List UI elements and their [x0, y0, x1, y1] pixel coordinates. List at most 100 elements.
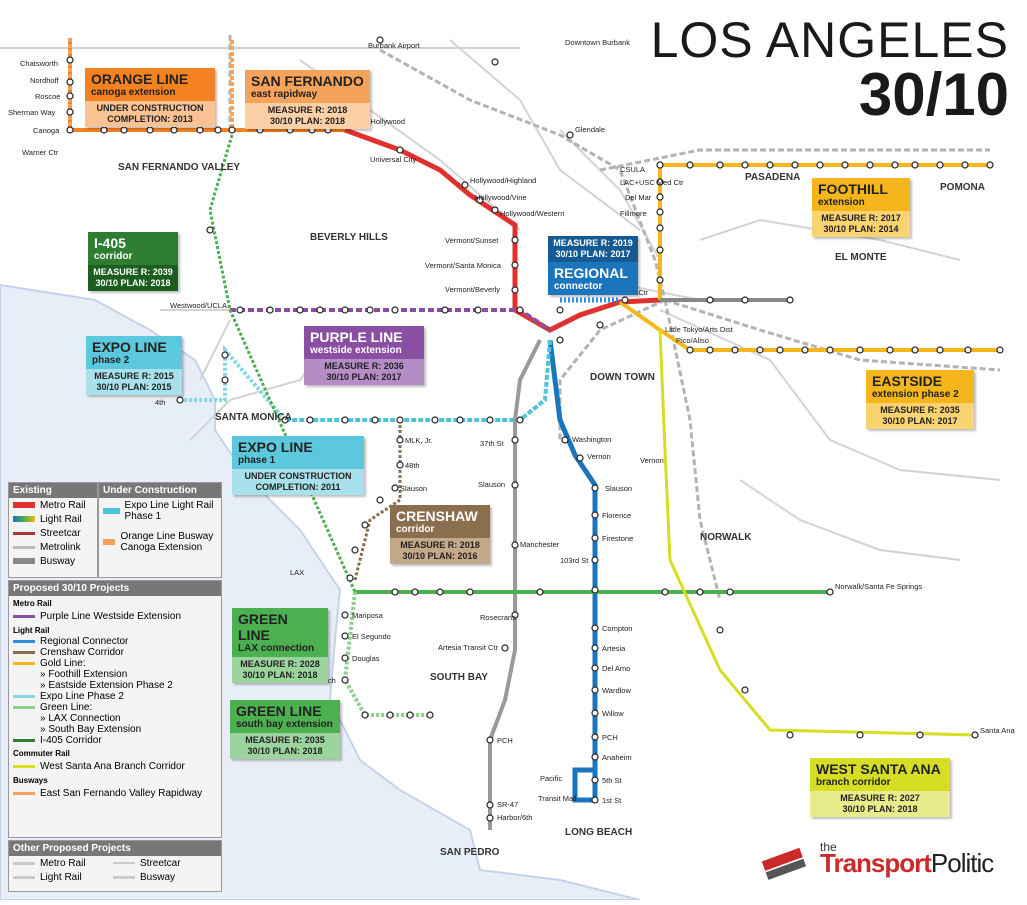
- callout-title: EXPO LINE: [238, 439, 313, 455]
- legend-item: » Eastside Extension Phase 2: [9, 680, 221, 691]
- blue-line: [547, 339, 598, 803]
- legend-label: Metro Rail: [40, 499, 86, 511]
- callout-title: GREEN LINE: [236, 703, 322, 719]
- legend-swatch: [13, 716, 35, 722]
- legend-swatch: [13, 727, 35, 733]
- callout-m2: 30/10 PLAN: 2017: [555, 249, 631, 259]
- station-label: Slauson: [605, 484, 632, 493]
- callout-m2: 30/10 PLAN: 2018: [842, 804, 918, 814]
- station-label: 103rd St: [560, 556, 589, 565]
- logo-brand: TransportPolitic: [820, 848, 994, 879]
- callout-subtitle: branch corridor: [816, 777, 891, 788]
- title-line1: LOS ANGELES: [650, 12, 1009, 68]
- callout-measure: MEASURE R: 2028 30/10 PLAN: 2018: [232, 657, 328, 683]
- legend-item: » Foothill Extension: [9, 669, 221, 680]
- legend-item: Expo Line Light Rail Phase 1: [99, 498, 221, 524]
- legend-item: Metro Rail: [9, 856, 109, 870]
- legend-item: Streetcar: [109, 856, 209, 870]
- callout-subtitle: westside extension: [310, 345, 402, 356]
- region-san-fernando: SAN FERNANDO VALLEY: [118, 162, 240, 173]
- legend-swatch: [13, 695, 35, 698]
- legend-other-grid: Metro Rail Streetcar Light Rail Busway: [9, 856, 221, 884]
- legend-header: Proposed 30/10 Projects: [9, 581, 221, 596]
- station-label: Pacific: [540, 774, 562, 783]
- wsa-line: [658, 329, 976, 737]
- callout-subtitle: connector: [554, 281, 603, 292]
- callout-m1: MEASURE R: 2019: [553, 238, 633, 248]
- legend-swatch: [13, 791, 35, 795]
- callout-subtitle: phase 2: [92, 355, 130, 366]
- callout-m2: 30/10 PLAN: 2014: [823, 224, 899, 234]
- legend-item: Gold Line:: [9, 658, 221, 669]
- station-label: SR-47: [497, 800, 518, 809]
- legend-swatch: [13, 764, 35, 768]
- callout-measure: MEASURE R: 2018 30/10 PLAN: 2018: [245, 103, 370, 129]
- callout-san-fernando: SAN FERNANDO east rapidway MEASURE R: 20…: [245, 70, 370, 129]
- station-label: Norwalk/Santa Fe Springs: [835, 582, 922, 591]
- legend-swatch: [113, 875, 135, 879]
- region-san-pedro: SAN PEDRO: [440, 847, 500, 858]
- station-label: Downtown Burbank: [565, 38, 630, 47]
- callout-m1: MEASURE R: 2015: [94, 371, 174, 381]
- legend-item: Green Line:: [9, 702, 221, 713]
- station-label: PCH: [497, 736, 513, 745]
- legend-label: » Foothill Extension: [40, 669, 128, 680]
- callout-m1: MEASURE R: 2028: [240, 659, 320, 669]
- callout-measure: UNDER CONSTRUCTION COMPLETION: 2013: [85, 101, 215, 127]
- station-label: Hollywood/Western: [500, 209, 564, 218]
- region-pomona: POMONA: [940, 182, 985, 193]
- station-label: 4th: [155, 398, 165, 407]
- legend-subheader: Busways: [13, 776, 48, 785]
- legend-swatch: [13, 640, 35, 643]
- crenshaw-line: [353, 420, 402, 581]
- legend-item: Crenshaw Corridor: [9, 647, 221, 658]
- callout-title: ORANGE LINE: [91, 71, 189, 87]
- legend-label: Orange Line Busway Canoga Extension: [120, 531, 214, 553]
- legend-swatch: [13, 531, 35, 535]
- callout-subtitle: corridor: [396, 524, 435, 535]
- station-label: Hollywood/Highland: [470, 176, 536, 185]
- legend-item: I-405 Corridor: [9, 735, 221, 746]
- map-title: LOS ANGELES 30/10: [650, 12, 1009, 125]
- region-norwalk: NORWALK: [700, 532, 752, 543]
- legend-label: Purple Line Westside Extension: [40, 610, 182, 622]
- callout-expo1: EXPO LINE phase 1 UNDER CONSTRUCTION COMP…: [232, 436, 364, 495]
- harbor-busway: [488, 339, 542, 830]
- legend-swatch: [103, 539, 116, 545]
- legend-label: Metro Rail: [40, 857, 86, 869]
- station-label: Slauson: [478, 480, 505, 489]
- callout-i405: I-405 corridor MEASURE R: 2039 30/10 PLAN…: [88, 232, 178, 291]
- region-santa-monica: SANTA MONICA: [215, 412, 292, 423]
- callout-measure: UNDER CONSTRUCTION COMPLETION: 2011: [232, 469, 364, 495]
- station-label: Nordhoff: [30, 76, 60, 85]
- station-label: Vernon: [640, 456, 664, 465]
- callout-m1: UNDER CONSTRUCTION: [96, 103, 204, 113]
- legend-item: Orange Line Busway Canoga Extension: [99, 524, 221, 560]
- legend-swatch: [13, 683, 35, 689]
- callout-m2: 30/10 PLAN: 2018: [242, 670, 318, 680]
- callout-title: REGIONAL: [554, 265, 628, 281]
- legend-item: West Santa Ana Branch Corridor: [9, 759, 221, 773]
- legend-subheader: Light Rail: [13, 626, 50, 635]
- station-label: MLK, Jr.: [405, 436, 433, 445]
- legend-item: Regional Connector: [9, 636, 221, 647]
- station-label: Firestone: [602, 534, 633, 543]
- legend-swatch: [13, 662, 35, 665]
- callout-measure: MEASURE R: 2027 30/10 PLAN: 2018: [810, 791, 950, 817]
- station-label: Willow: [602, 709, 624, 718]
- legend-proposed: Proposed 30/10 Projects Metro Rail Purpl…: [8, 580, 222, 838]
- station-label: Vermont/Santa Monica: [425, 261, 502, 270]
- callout-m1: MEASURE R: 2018: [400, 540, 480, 550]
- station-label: Roscoe: [35, 92, 60, 101]
- legend-swatch: [13, 545, 35, 549]
- station-label: Hollywood/Vine: [475, 193, 527, 202]
- station-label: 5th St: [602, 776, 623, 785]
- logo-the: the: [820, 840, 837, 854]
- station-label: Canoga: [33, 126, 60, 135]
- station-label: Warner Ctr: [22, 148, 59, 157]
- expo-line-phase2: [180, 344, 287, 422]
- station-label: Santa Ana: [980, 726, 1015, 735]
- station-label: Compton: [602, 624, 632, 633]
- callout-m1: MEASURE R: 2018: [267, 105, 348, 115]
- legend-swatch: [13, 651, 35, 654]
